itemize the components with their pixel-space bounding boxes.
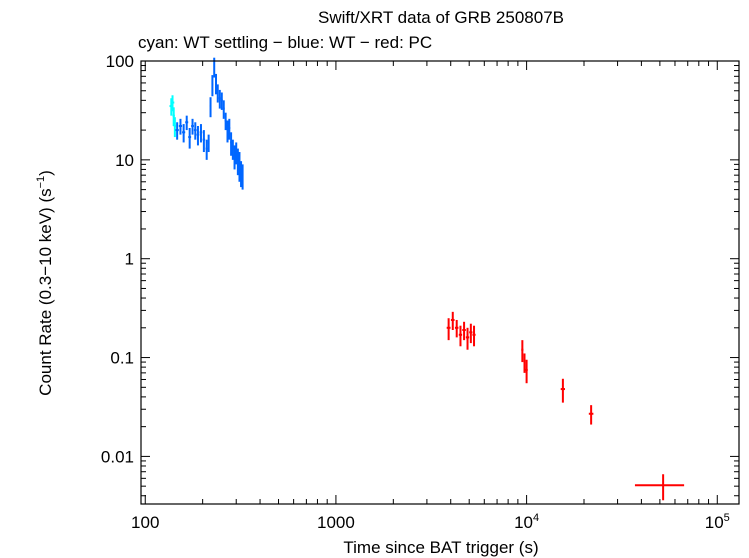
y-tick-label: 0.1	[110, 349, 134, 368]
data-point	[199, 124, 203, 143]
series-1	[175, 57, 244, 190]
data-point	[222, 100, 225, 119]
data-point	[458, 325, 463, 347]
data-point	[523, 353, 526, 373]
data-point	[450, 311, 455, 330]
y-axis-label: Count Rate (0.3−10 keV) (s−1)	[35, 170, 55, 396]
data-point	[230, 132, 233, 156]
x-axis-label: Time since BAT trigger (s)	[343, 538, 538, 557]
x-tick-label: 100	[131, 513, 159, 532]
y-axis-label-close: )	[36, 170, 55, 176]
x-tick-label: 1000	[317, 513, 355, 532]
y-axis-label-main: Count Rate (0.3−10 keV) (s	[36, 188, 55, 395]
data-point	[218, 89, 221, 109]
data-point	[205, 139, 208, 160]
data-point	[240, 161, 243, 188]
y-tick-label: 10	[115, 151, 134, 170]
data-point	[196, 126, 200, 146]
data-point	[182, 124, 186, 143]
data-point	[202, 130, 206, 153]
x-tick-label-base: 1000	[317, 513, 355, 532]
y-tick-label: 0.01	[101, 447, 134, 466]
data-point	[238, 152, 241, 182]
data-point	[175, 122, 179, 140]
data-point	[446, 318, 451, 341]
data-point	[525, 359, 528, 384]
data-point	[235, 142, 238, 165]
data-point	[224, 112, 227, 131]
y-tick-label: 1	[125, 250, 134, 269]
data-point	[215, 73, 218, 95]
x-tick-label-base: 100	[131, 513, 159, 532]
data-point	[207, 134, 210, 153]
x-tick-label: 104	[514, 512, 539, 532]
data-point	[188, 127, 192, 149]
axis-ticks	[141, 60, 739, 504]
x-tick-label: 105	[705, 512, 730, 532]
data-point	[211, 75, 214, 97]
data-point	[560, 378, 565, 403]
data-point	[521, 340, 524, 363]
chart-subtitle: cyan: WT settling − blue: WT − red: PC	[138, 33, 432, 52]
data-point	[228, 118, 231, 140]
data-point	[173, 117, 177, 138]
data-point	[233, 145, 236, 170]
data-point	[191, 118, 194, 135]
data-point	[178, 118, 183, 135]
data-point	[462, 321, 466, 341]
data-point	[216, 84, 219, 103]
y-axis-label-exp: −1	[35, 176, 47, 189]
x-tick-label-exp: 5	[724, 512, 730, 524]
data-point	[241, 164, 244, 190]
data-point	[588, 405, 594, 425]
data-point	[465, 327, 470, 350]
data-point	[185, 115, 189, 131]
data-point	[220, 92, 223, 110]
data-point	[236, 148, 239, 176]
data-point	[469, 323, 473, 344]
x-tick-label-base: 10	[514, 513, 533, 532]
data-point	[226, 120, 229, 143]
series-0	[169, 95, 177, 138]
data-points	[169, 57, 685, 501]
data-point	[472, 325, 476, 347]
data-point	[634, 474, 685, 501]
data-point	[172, 107, 175, 127]
x-tick-label-exp: 4	[533, 512, 539, 524]
series-2	[446, 311, 685, 501]
y-tick-label: 100	[106, 52, 134, 71]
data-point	[454, 319, 459, 338]
plot-frame	[140, 60, 740, 505]
data-point	[193, 122, 197, 140]
data-point	[170, 95, 175, 112]
x-tick-label-base: 10	[705, 513, 724, 532]
data-point	[231, 139, 234, 160]
chart-title: Swift/XRT data of GRB 250807B	[318, 8, 564, 27]
data-point	[209, 97, 212, 118]
